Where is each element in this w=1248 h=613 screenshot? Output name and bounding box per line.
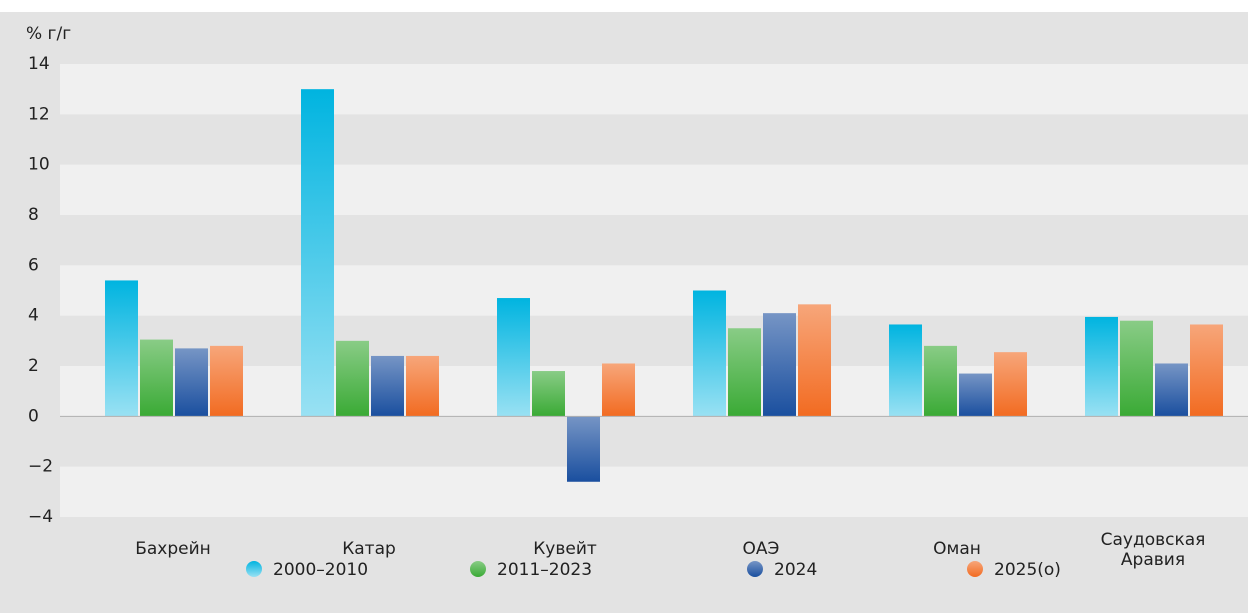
y-tick-label: −4	[28, 507, 53, 527]
grid-band	[60, 466, 1248, 517]
bar	[728, 328, 761, 417]
bar	[924, 345, 957, 417]
bar	[105, 280, 138, 417]
y-tick-label: 8	[28, 205, 39, 225]
legend-marker	[967, 561, 983, 577]
bar	[1190, 324, 1223, 417]
y-tick-label: 4	[28, 306, 39, 326]
x-tick-label: Кувейт	[533, 539, 597, 559]
x-tick-label: ОАЭ	[743, 539, 780, 559]
bar	[959, 373, 992, 417]
bar	[602, 363, 635, 417]
bar	[1155, 363, 1188, 417]
x-tick-label: Оман	[933, 539, 981, 559]
y-tick-label: 0	[28, 406, 39, 426]
y-tick-label: 6	[28, 255, 39, 275]
bar	[889, 324, 922, 417]
x-tick-label: Саудовская Аравия	[1101, 530, 1206, 570]
y-tick-label: −2	[28, 457, 53, 477]
bar	[210, 345, 243, 417]
legend-marker	[470, 561, 486, 577]
bar	[336, 340, 369, 417]
bar	[693, 290, 726, 417]
grid-band	[60, 164, 1248, 215]
bar	[1120, 320, 1153, 417]
x-tick-label: Катар	[342, 539, 396, 559]
y-tick-label: 10	[28, 155, 50, 175]
bar	[406, 355, 439, 417]
grid-band	[60, 366, 1248, 417]
bar	[175, 348, 208, 417]
bar	[994, 352, 1027, 417]
bar	[140, 339, 173, 417]
legend-label: 2011–2023	[497, 560, 592, 580]
legend-marker	[246, 561, 262, 577]
bar	[532, 371, 565, 417]
grid-band	[60, 64, 1248, 115]
legend-label: 2024	[774, 560, 817, 580]
bar	[763, 313, 796, 417]
bar	[497, 298, 530, 417]
bar	[1085, 316, 1118, 417]
y-axis-label: % г/г	[26, 24, 71, 44]
bar	[301, 89, 334, 417]
legend-label: 2000–2010	[273, 560, 368, 580]
x-tick-label: Бахрейн	[135, 539, 211, 559]
y-tick-label: 14	[28, 54, 50, 74]
grid-band	[60, 265, 1248, 316]
y-tick-label: 2	[28, 356, 39, 376]
bar	[567, 416, 600, 482]
bar	[371, 355, 404, 417]
legend-marker	[747, 561, 763, 577]
bar	[798, 304, 831, 417]
y-tick-label: 12	[28, 104, 50, 124]
legend-label: 2025(о)	[994, 560, 1061, 580]
